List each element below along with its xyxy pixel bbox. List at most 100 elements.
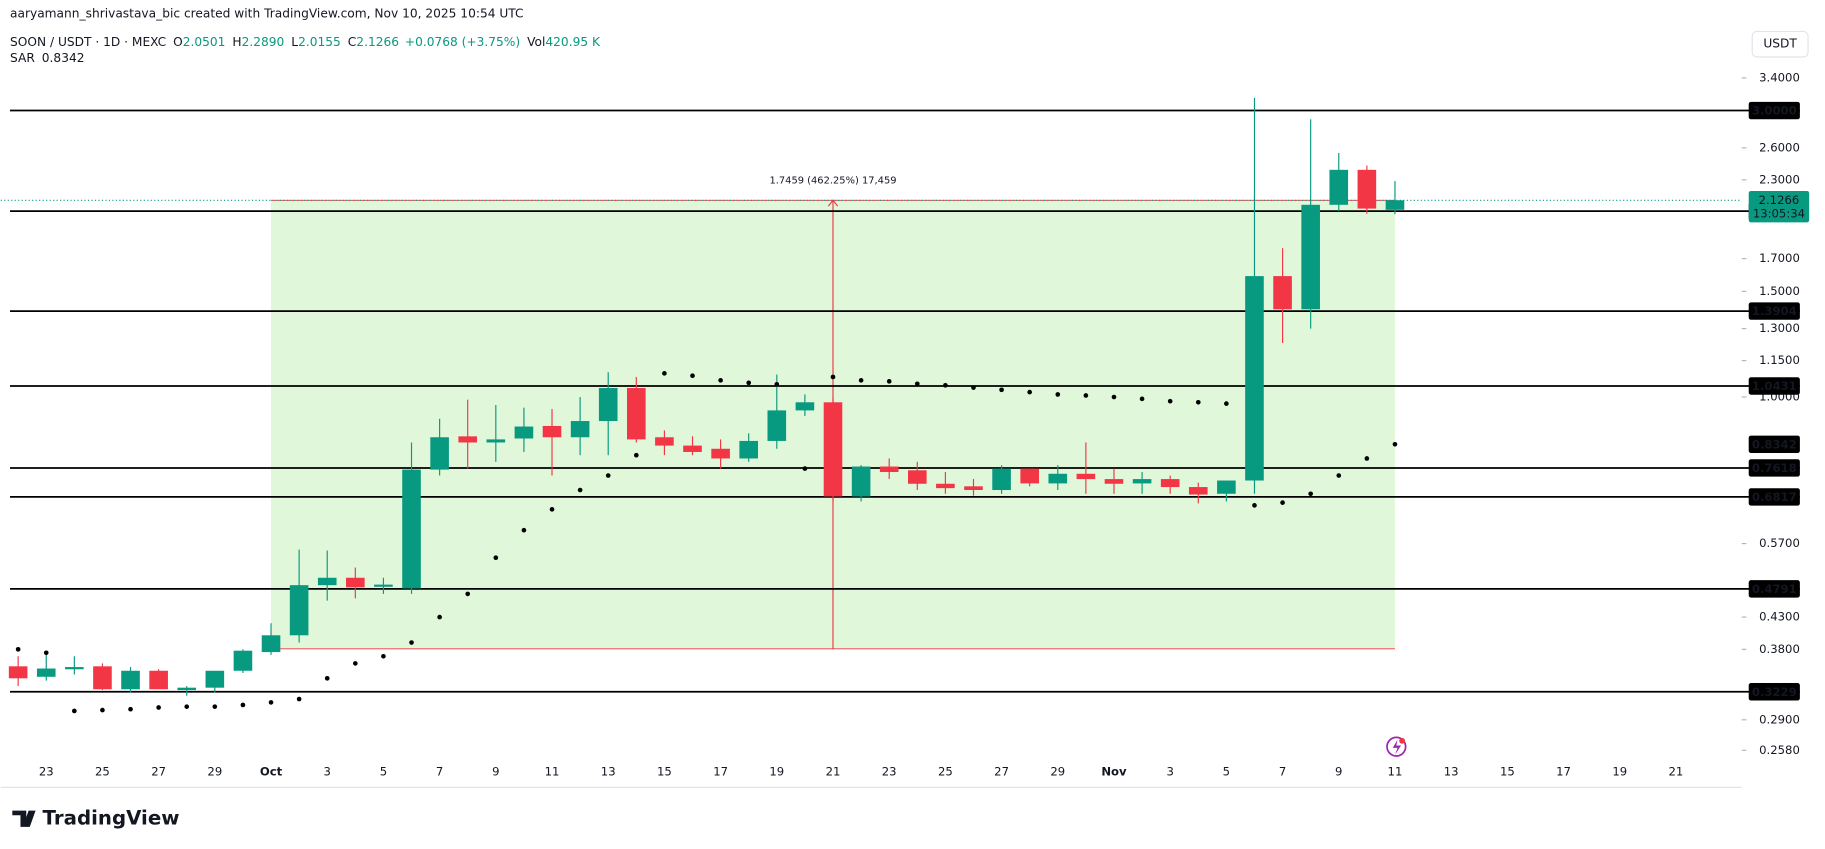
x-tick-label: 27	[151, 765, 166, 779]
y-tick-label: 3.4000	[1759, 70, 1800, 84]
candle-body	[879, 466, 899, 473]
legend-vol-key: Vol	[527, 34, 545, 48]
legend: SOON / USDT · 1D · MEXC O2.0501 H2.2890 L2.…	[10, 34, 601, 48]
candle-body	[964, 486, 983, 491]
sar-dot	[268, 700, 274, 705]
candle-body	[1357, 169, 1377, 209]
sar-dot	[324, 675, 330, 681]
candle-body	[1273, 276, 1292, 310]
sar-key: SAR	[10, 51, 35, 65]
sar-dot	[1167, 398, 1173, 404]
alert-icon[interactable]	[1386, 736, 1407, 757]
level-tag	[1748, 459, 1800, 477]
logo-mark	[12, 810, 36, 827]
y-tick-label: 1.3000	[1759, 321, 1800, 335]
candle-body	[767, 410, 787, 441]
level-label: 0.4791	[1752, 582, 1797, 596]
y-tick-label: 2.3000	[1759, 172, 1800, 186]
x-tick-label: 25	[95, 765, 110, 779]
candle-body	[346, 577, 365, 588]
candle-body	[177, 687, 197, 691]
legend-change: +0.0768 (+3.75%)	[405, 34, 520, 48]
countdown: 13:05:34	[1753, 207, 1805, 221]
measure-arrowhead	[827, 199, 839, 207]
x-tick-label: 17	[1556, 765, 1571, 779]
y-tick-label: 1.7000	[1759, 251, 1800, 265]
sar-dot	[577, 487, 583, 493]
x-tick-label: 27	[994, 765, 1009, 779]
candle-body	[205, 670, 225, 688]
sar-dot	[296, 696, 302, 702]
candle-body	[486, 439, 506, 443]
candle-body	[542, 425, 562, 438]
sar-dot	[858, 378, 864, 383]
candle-body	[683, 445, 702, 452]
candle-body	[36, 668, 56, 677]
level-tag	[1748, 302, 1800, 320]
x-tick-label: 29	[207, 765, 222, 779]
price-label: 2.1266	[1759, 193, 1800, 207]
sar-dot	[1224, 401, 1229, 406]
sar-dot	[1055, 392, 1061, 397]
credit: aaryamann_shrivastava_bic created with T…	[10, 6, 524, 20]
currency[interactable]: USDT	[1763, 37, 1797, 51]
price-tag	[1748, 190, 1810, 223]
candle-body	[1104, 479, 1124, 484]
legend-vol: 420.95 K	[545, 34, 601, 48]
currency-button[interactable]	[1751, 30, 1809, 58]
candle-body	[93, 666, 112, 690]
x-tick-label: 7	[1279, 765, 1286, 779]
x-tick-label: 21	[1669, 765, 1684, 779]
candle-body	[233, 650, 253, 671]
legend-value: 2.1266	[356, 34, 399, 48]
x-tick-label: 9	[492, 765, 499, 779]
x-tick-label: 11	[545, 765, 560, 779]
sar-dot	[1308, 491, 1313, 497]
x-tick-label: 3	[1166, 765, 1173, 779]
sar-dot	[1027, 389, 1033, 395]
legend-value: 2.0501	[183, 34, 226, 48]
sar-dot	[1195, 399, 1201, 405]
x-tick-label: 3	[324, 765, 331, 779]
sar-dot	[521, 527, 527, 533]
candle-body	[1217, 480, 1236, 494]
x-tick-label: 5	[1223, 765, 1230, 779]
x-tick-label: 15	[657, 765, 672, 779]
candle-body	[317, 577, 337, 586]
sar-dot	[1083, 393, 1089, 398]
alert-bolt	[1392, 739, 1401, 755]
sar-dot	[1392, 441, 1398, 447]
sar-dot	[943, 382, 948, 388]
sar-dot	[971, 385, 976, 390]
level-tag	[1748, 683, 1800, 701]
x-tick-label: 7	[436, 765, 443, 779]
x-tick-label: 11	[1388, 765, 1403, 779]
plot-area: 1.7459 (462.25%) 17,459	[0, 97, 1800, 714]
candle-body	[458, 436, 478, 443]
candle-body	[992, 468, 1011, 491]
level-tag	[1748, 488, 1800, 506]
legend-key: H	[232, 34, 241, 48]
y-tick-label: 0.5700	[1759, 536, 1800, 550]
alert-dot	[1399, 737, 1406, 744]
x-tick-label: 25	[938, 765, 953, 779]
sar-dot	[212, 704, 218, 709]
candle-body	[1385, 200, 1405, 210]
level-label: 3.0000	[1752, 104, 1797, 118]
candle-body	[1245, 276, 1264, 481]
level-label: 1.3904	[1752, 304, 1797, 318]
candle-body	[1160, 479, 1180, 488]
y-tick-label: 1.1500	[1759, 353, 1800, 367]
sar-dot	[1139, 396, 1145, 402]
y-tick-label: 2.6000	[1759, 140, 1800, 154]
candle-body	[261, 635, 281, 653]
candle-body	[1188, 487, 1208, 495]
y-tick-label: 0.2900	[1759, 712, 1800, 726]
sar-dot	[605, 473, 611, 478]
sar-dot	[465, 591, 471, 597]
x-tick-label: Oct	[260, 765, 283, 779]
sar-dot	[1111, 394, 1117, 400]
sar-dot	[662, 371, 667, 376]
